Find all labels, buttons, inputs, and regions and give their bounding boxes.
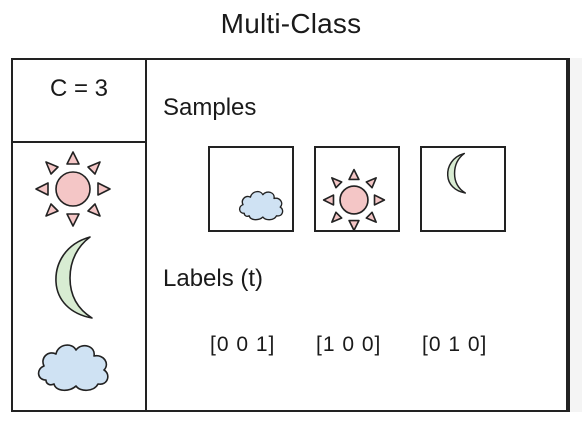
class-count-label: C = 3 [11,75,147,103]
label-vector-2: [1 0 0] [316,333,381,357]
moon-icon [50,234,100,320]
labels-heading: Labels (t) [163,265,263,293]
sun-icon [34,150,112,228]
sample-box-1 [208,146,294,232]
cloud-icon [34,336,112,394]
label-vector-1: [0 0 1] [210,333,275,357]
sample-box-2 [314,146,400,232]
sidebar-divider [145,58,147,412]
samples-heading: Samples [163,94,256,122]
sun-icon [322,168,386,232]
cloud-icon [236,186,286,222]
label-vector-3: [0 1 0] [422,333,487,357]
sample-box-3 [420,146,506,232]
sidebar-header-divider [11,141,147,143]
diagram-title: Multi-Class [0,8,582,40]
next-panel-edge [568,58,582,412]
moon-icon [444,152,470,194]
